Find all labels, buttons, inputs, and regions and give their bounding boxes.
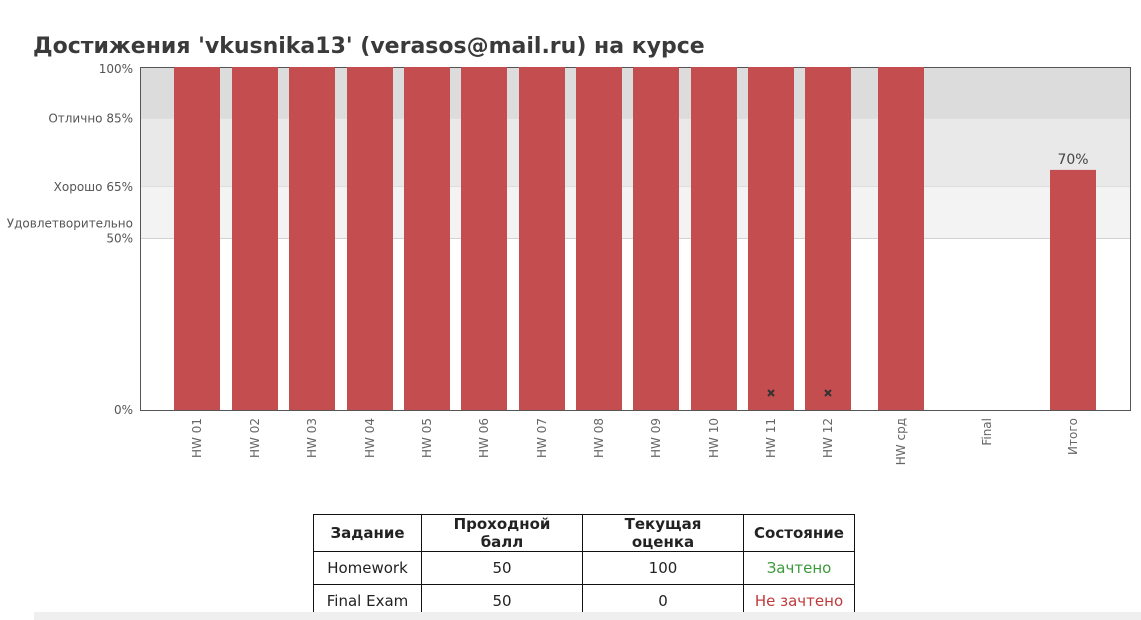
table-row: Homework 50 100 Зачтено (313, 551, 855, 585)
x-mark-icon (767, 389, 775, 397)
bars (174, 67, 1096, 410)
drop-markers (767, 389, 832, 397)
grade-chart: 100% Отлично 85% Хорошо 65% Удовлетворитель… (7, 62, 1131, 465)
x-tick-label-5: HW 06 (477, 418, 491, 458)
y-axis-ticks: 100% Отлично 85% Хорошо 65% Удовлетворитель… (7, 62, 133, 417)
cell-assignment: Homework (313, 551, 422, 585)
cell-status: Зачтено (743, 551, 855, 585)
data-label-14: 70% (1057, 152, 1088, 168)
bar-HW 03 (289, 67, 335, 410)
x-tick-label-13: Final (980, 418, 994, 446)
page-bottom-divider (34, 612, 1141, 620)
x-tick-label-6: HW 07 (535, 418, 549, 458)
bar-HW 05 (404, 67, 450, 410)
x-tick-label-7: HW 08 (592, 418, 606, 458)
y-tick-label-2: Хорошо 65% (54, 180, 133, 194)
y-tick-label-1: Отлично 85% (48, 111, 133, 125)
bar-HW 09 (633, 67, 679, 410)
header-passing-score: Проходной балл (421, 514, 583, 552)
x-mark-icon (824, 389, 832, 397)
x-tick-label-8: HW 09 (649, 418, 663, 458)
x-mark-stroke-b (767, 389, 775, 397)
x-tick-label-11: HW 12 (821, 418, 835, 458)
header-assignment: Задание (313, 514, 422, 552)
bar-HW 12 (805, 67, 851, 410)
bar-HW 07 (519, 67, 565, 410)
page-title: Достижения 'vkusnika13' (verasos@mail.ru… (33, 34, 705, 59)
cell-passing-score: 50 (421, 551, 583, 585)
bar-HW 11 (748, 67, 794, 410)
x-axis-labels: HW 01 HW 02 HW 03 HW 04 HW 05 HW 06 HW 07 HW 08… (190, 418, 1080, 465)
table-header-row: Задание Проходной балл Текущая оценка Со… (313, 514, 855, 552)
x-tick-label-10: HW 11 (764, 418, 778, 458)
bar-HW 01 (174, 67, 220, 410)
bar-HW срд (878, 67, 924, 410)
y-tick-label-3-value: 50% (106, 232, 133, 246)
bar-Итого (1050, 169, 1096, 410)
data-labels: 70% (1057, 152, 1088, 168)
x-tick-label-1: HW 02 (248, 418, 262, 458)
x-tick-label-4: HW 05 (420, 418, 434, 458)
x-mark-stroke-b (824, 389, 832, 397)
x-tick-label-2: HW 03 (305, 418, 319, 458)
x-tick-label-0: HW 01 (190, 418, 204, 458)
header-current-grade: Текущая оценка (582, 514, 744, 552)
bar-HW 10 (691, 67, 737, 410)
x-tick-label-3: HW 04 (363, 418, 377, 458)
x-tick-label-14: Итого (1066, 418, 1080, 455)
y-tick-label-0: 100% (99, 62, 133, 76)
x-tick-label-12: HW срд (894, 418, 908, 465)
header-status: Состояние (743, 514, 855, 552)
y-tick-label-4: 0% (114, 403, 133, 417)
bar-HW 08 (576, 67, 622, 410)
bar-HW 04 (347, 67, 393, 410)
bar-HW 02 (232, 67, 278, 410)
bar-HW 06 (461, 67, 507, 410)
y-tick-label-3: Удовлетворительно (7, 217, 133, 231)
grade-summary-table: Задание Проходной балл Текущая оценка Со… (313, 514, 855, 618)
cell-current-grade: 100 (582, 551, 744, 585)
x-tick-label-9: HW 10 (707, 418, 721, 458)
